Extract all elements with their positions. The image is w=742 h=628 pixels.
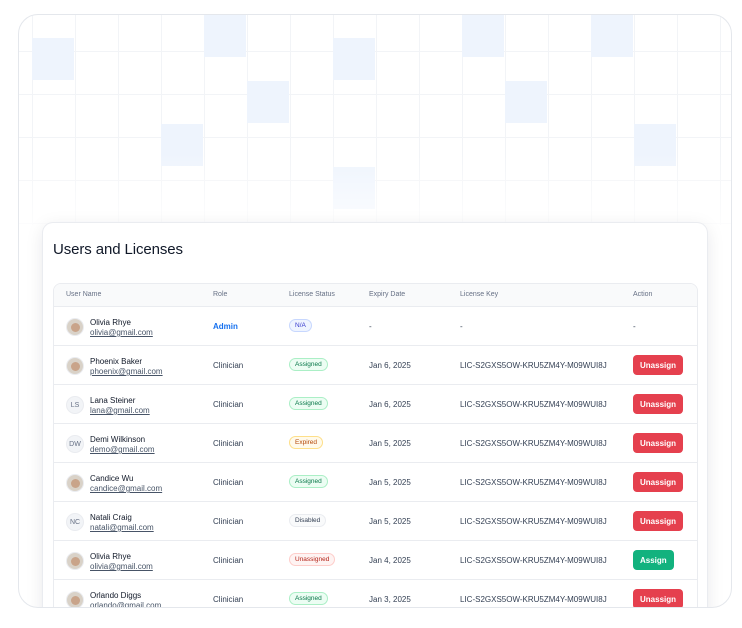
expiry-date: Jan 5, 2025: [369, 517, 411, 526]
license-key: -: [460, 322, 463, 331]
license-status-badge: Assigned: [289, 475, 328, 488]
page-frame: Users and Licenses User Name Role Licens…: [18, 14, 732, 608]
user-name: Lana Steiner: [90, 396, 136, 405]
license-status-badge: Assigned: [289, 397, 328, 410]
user-email-link[interactable]: orlando@gmail.com: [90, 601, 162, 608]
expiry-date: Jan 5, 2025: [369, 439, 411, 448]
column-header-user-name: User Name: [66, 291, 102, 298]
table-row: Phoenix Baker phoenix@gmail.com Clinician A…: [54, 346, 697, 385]
user-email-link[interactable]: demo@gmail.com: [90, 445, 155, 454]
table-row: Candice Wu candice@gmail.com Clinician Assi…: [54, 463, 697, 502]
avatar: [66, 474, 84, 492]
table-header: User Name Role License Status Expiry Dat…: [54, 284, 697, 307]
table-row: Olivia Rhye olivia@gmail.com Admin N/A - - -: [54, 307, 697, 346]
user-role: Clinician: [213, 361, 244, 370]
avatar: [66, 357, 84, 375]
user-name: Olivia Rhye: [90, 318, 131, 327]
user-role: Admin: [213, 322, 238, 331]
expiry-date: -: [369, 322, 372, 331]
user-email-link[interactable]: lana@gmail.com: [90, 406, 150, 415]
unassign-button[interactable]: Unassign: [633, 433, 684, 453]
unassign-button[interactable]: Unassign: [633, 511, 684, 531]
user-name: Demi Wilkinson: [90, 435, 146, 444]
avatar-photo-icon: [70, 478, 80, 488]
page-title: Users and Licenses: [53, 241, 183, 258]
users-table: User Name Role License Status Expiry Dat…: [53, 283, 698, 608]
avatar-photo-icon: [70, 595, 80, 605]
license-key: LIC-S2GXS5OW-KRU5ZM4Y-M09WUI8J: [460, 361, 607, 370]
user-role: Clinician: [213, 400, 244, 409]
column-header-license-status: License Status: [289, 291, 335, 298]
unassign-button[interactable]: Unassign: [633, 472, 684, 492]
license-status-badge: Disabled: [289, 514, 327, 527]
user-email-link[interactable]: candice@gmail.com: [90, 484, 163, 493]
user-role: Clinician: [213, 478, 244, 487]
avatar-initials: NC: [69, 518, 81, 526]
expiry-date: Jan 6, 2025: [369, 361, 411, 370]
user-role: Clinician: [213, 556, 244, 565]
users-licenses-card: Users and Licenses User Name Role Licens…: [43, 223, 707, 608]
expiry-date: Jan 4, 2025: [369, 556, 411, 565]
expiry-date: Jan 5, 2025: [369, 478, 411, 487]
unassign-button[interactable]: Unassign: [633, 394, 684, 414]
column-header-license-key: License Key: [460, 291, 499, 298]
table-row: Olivia Rhye olivia@gmail.com Clinician Unas…: [54, 541, 697, 580]
license-key: LIC-S2GXS5OW-KRU5ZM4Y-M09WUI8J: [460, 400, 607, 409]
avatar: LS: [66, 396, 84, 414]
background-fade: [19, 15, 731, 245]
avatar: [66, 552, 84, 570]
avatar: NC: [66, 513, 84, 531]
avatar-initials: LS: [70, 401, 80, 409]
avatar: DW: [66, 435, 84, 453]
avatar-photo-icon: [70, 361, 80, 371]
unassign-button[interactable]: Unassign: [633, 355, 684, 375]
column-header-expiry-date: Expiry Date: [369, 291, 406, 298]
expiry-date: Jan 3, 2025: [369, 595, 411, 604]
user-name: Candice Wu: [90, 474, 134, 483]
avatar-initials: DW: [69, 440, 81, 448]
user-role: Clinician: [213, 595, 244, 604]
avatar-photo-icon: [70, 556, 80, 566]
expiry-date: Jan 6, 2025: [369, 400, 411, 409]
user-name: Phoenix Baker: [90, 357, 143, 366]
user-email-link[interactable]: olivia@gmail.com: [90, 562, 153, 571]
user-name: Orlando Diggs: [90, 591, 142, 600]
user-email-link[interactable]: natali@gmail.com: [90, 523, 154, 532]
license-status-badge: Assigned: [289, 592, 328, 605]
user-name: Olivia Rhye: [90, 552, 131, 561]
license-key: LIC-S2GXS5OW-KRU5ZM4Y-M09WUI8J: [460, 556, 607, 565]
user-email-link[interactable]: olivia@gmail.com: [90, 328, 153, 337]
user-name: Natali Craig: [90, 513, 132, 522]
license-key: LIC-S2GXS5OW-KRU5ZM4Y-M09WUI8J: [460, 478, 607, 487]
license-key: LIC-S2GXS5OW-KRU5ZM4Y-M09WUI8J: [460, 517, 607, 526]
user-role: Clinician: [213, 517, 244, 526]
column-header-role: Role: [213, 291, 228, 298]
table-row: Orlando Diggs orlando@gmail.com Clinician A…: [54, 580, 697, 608]
license-key: LIC-S2GXS5OW-KRU5ZM4Y-M09WUI8J: [460, 439, 607, 448]
assign-button[interactable]: Assign: [633, 550, 674, 570]
avatar-photo-icon: [70, 322, 80, 332]
table-row: NC Natali Craig natali@gmail.com Clinician D…: [54, 502, 697, 541]
license-status-badge: Unassigned: [289, 553, 336, 566]
license-status-badge: Assigned: [289, 358, 328, 371]
user-email-link[interactable]: phoenix@gmail.com: [90, 367, 163, 376]
license-status-badge: N/A: [289, 319, 312, 332]
license-status-badge: Expired: [289, 436, 324, 449]
table-row: LS Lana Steiner lana@gmail.com Clinician Ass…: [54, 385, 697, 424]
action-empty: -: [633, 322, 636, 331]
avatar: [66, 318, 84, 336]
table-row: DW Demi Wilkinson demo@gmail.com Clinician E…: [54, 424, 697, 463]
column-header-action: Action: [633, 291, 653, 298]
avatar: [66, 591, 84, 607]
unassign-button[interactable]: Unassign: [633, 589, 684, 607]
user-role: Clinician: [213, 439, 244, 448]
license-key: LIC-S2GXS5OW-KRU5ZM4Y-M09WUI8J: [460, 595, 607, 604]
